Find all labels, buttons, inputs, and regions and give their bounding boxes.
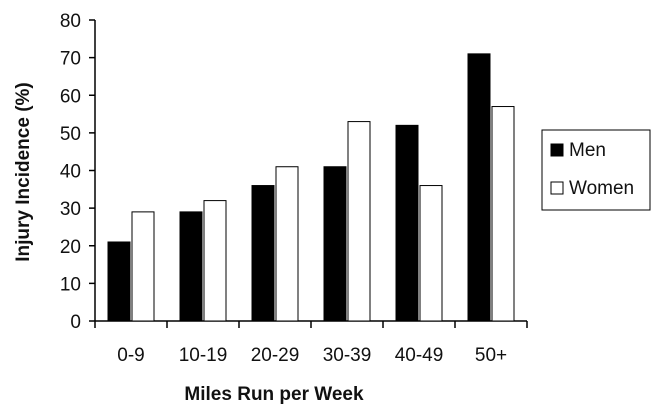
x-axis: 0-9 10-19 20-29 30-39 40-49 50+ <box>94 320 528 366</box>
x-tick-label: 30-39 <box>323 345 372 366</box>
legend-box <box>541 129 651 211</box>
bar-men-0-9 <box>107 241 131 322</box>
bar-women-50+ <box>491 106 515 322</box>
y-axis: 0 10 20 30 40 50 60 70 80 <box>60 11 96 333</box>
x-tick-label: 10-19 <box>179 345 228 366</box>
y-axis-title: Injury Incidence (%) <box>13 82 34 261</box>
bar-men-30-39 <box>323 166 347 322</box>
bar-women-30-39 <box>347 121 371 322</box>
y-tick-label: 0 <box>70 312 81 333</box>
y-tick-label: 50 <box>60 124 81 145</box>
y-tick-label: 10 <box>60 274 81 295</box>
bars <box>107 53 515 322</box>
bar-women-40-49 <box>419 185 443 322</box>
y-tick-label: 30 <box>60 199 81 220</box>
bar-women-10-19 <box>203 200 227 322</box>
x-axis-title: Miles Run per Week <box>184 384 364 405</box>
x-tick-label: 50+ <box>475 345 507 366</box>
y-tick-label: 80 <box>60 11 81 32</box>
bar-men-10-19 <box>179 211 203 322</box>
legend-label-women: Women <box>569 178 634 199</box>
bar-women-20-29 <box>275 166 299 322</box>
legend-swatch-women <box>550 181 564 195</box>
y-tick-label: 60 <box>60 86 81 107</box>
legend-label-men: Men <box>569 140 606 161</box>
bar-women-0-9 <box>131 211 155 322</box>
bar-men-40-49 <box>395 124 419 322</box>
x-tick-label: 20-29 <box>251 345 300 366</box>
y-tick-label: 40 <box>60 162 81 183</box>
y-tick-label: 20 <box>60 237 81 258</box>
bar-men-20-29 <box>251 185 275 322</box>
legend: Men Women <box>541 129 651 211</box>
x-tick-label: 0-9 <box>117 345 144 366</box>
legend-swatch-men <box>550 143 564 157</box>
y-tick-label: 70 <box>60 49 81 70</box>
bar-men-50+ <box>467 53 491 322</box>
x-tick-label: 40-49 <box>395 345 444 366</box>
